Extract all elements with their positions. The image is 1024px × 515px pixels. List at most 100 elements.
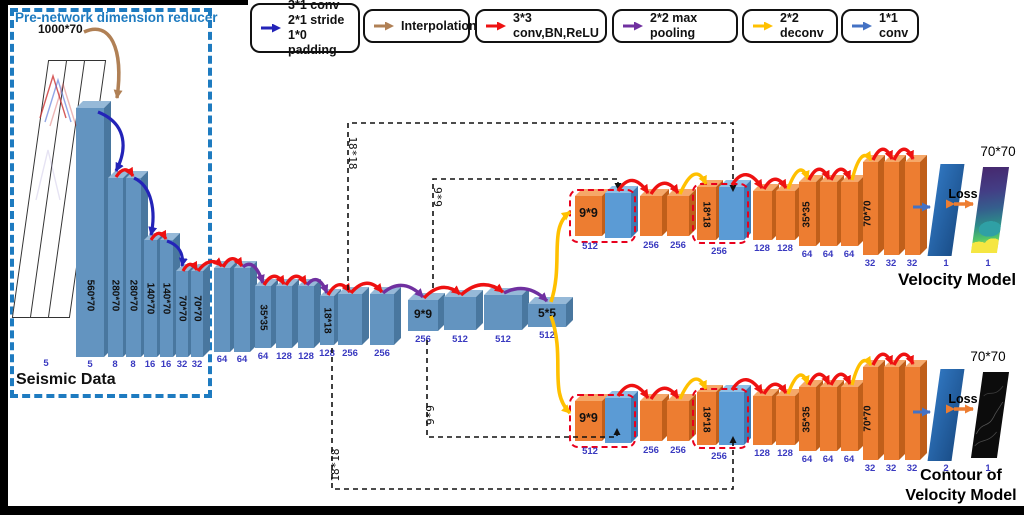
encoder-block-280x70	[126, 178, 141, 357]
dim-label: 35*35	[801, 406, 813, 433]
decoder-block-70x70	[905, 367, 920, 460]
encoder-block-18x18	[338, 294, 362, 345]
legend-line: 1*0 padding	[288, 28, 337, 57]
channels-label: 128	[298, 351, 314, 362]
dim-label: 280*70	[127, 279, 139, 312]
channels-label: 64	[801, 454, 813, 465]
dim-label: 560*70	[84, 279, 96, 312]
decoder-block-70x70	[863, 367, 878, 460]
encoder-block-18x18	[320, 296, 334, 345]
channels-label: 64	[843, 249, 855, 260]
channels-label: 8	[112, 359, 118, 370]
target-channels-label: 1	[985, 463, 991, 474]
decoder-block	[640, 196, 662, 236]
channels-label: 64	[236, 354, 248, 365]
encoder-block-140x70	[160, 240, 173, 357]
channels-label: 256	[670, 240, 686, 251]
deconv-arrow-icon	[753, 21, 773, 31]
channels-label: 256	[374, 348, 390, 359]
channels-label: 32	[864, 463, 876, 474]
channels-label: 32	[191, 359, 203, 370]
channels-label: 64	[822, 454, 834, 465]
legend-text: 3*1 conv 2*1 stride 1*0 padding	[288, 0, 349, 58]
channels-label: 64	[822, 249, 834, 260]
frame-bar-top	[8, 0, 248, 5]
channels-label: 64	[257, 351, 269, 362]
dim-label: 70*70	[191, 295, 203, 322]
channels-label: 16	[160, 359, 172, 370]
channels-label: 512	[582, 446, 598, 457]
decoder-block-35x35	[799, 182, 816, 246]
channels-label: 128	[777, 448, 793, 459]
channels-label: 128	[777, 243, 793, 254]
encoder-block-35x35	[276, 286, 292, 348]
channels-label: 256	[670, 445, 686, 456]
contour-lines	[974, 385, 1004, 447]
encoder-block-140x70	[144, 240, 157, 357]
channels-label: 32	[906, 258, 918, 269]
decoder-block	[753, 191, 772, 240]
channels-label: 128	[319, 348, 335, 359]
channels-label: 512	[539, 330, 555, 341]
channels-label: 128	[754, 448, 770, 459]
legend-item-conv11: 1*1 conv	[841, 9, 919, 43]
dim-label: 18*18	[321, 307, 333, 334]
output-feature-panel	[927, 369, 965, 461]
decoder-block-35x35	[841, 182, 858, 246]
legend-item-maxpool: 2*2 max pooling	[612, 9, 738, 43]
legend-line: 2*2 max pooling	[650, 11, 698, 40]
channels-label: 256	[643, 240, 659, 251]
dim-label: 70*70	[862, 405, 874, 432]
legend-line: 2*1 stride	[288, 13, 345, 27]
legend-item-stride-conv: 3*1 conv 2*1 stride 1*0 padding	[250, 0, 360, 57]
channels-label: 256	[342, 348, 358, 359]
encoder-block-70x70	[176, 271, 188, 357]
channels-label: 256	[711, 451, 727, 462]
loss-label: Loss	[948, 392, 978, 406]
encoder-block-70x70	[191, 271, 203, 357]
decoder-block-35x35	[820, 182, 837, 246]
channels-label: 64	[801, 249, 813, 260]
legend-item-conv33: 3*3 conv,BN,ReLU	[475, 9, 607, 43]
legend-line: Interpolation	[401, 18, 477, 33]
velocity-model-title: Velocity Model	[897, 270, 1017, 289]
channels-label: 32	[176, 359, 188, 370]
legend-line: 3*1 conv	[288, 0, 340, 12]
dim-label: 70*70	[862, 200, 874, 227]
skip-label-9x9-lower: 9*9	[424, 405, 437, 425]
legend-item-deconv: 2*2 deconv	[742, 9, 838, 43]
output-channels-label: 2	[943, 463, 949, 474]
skip-label-9x9-upper: 9*9	[431, 187, 444, 207]
output-channels-label: 1	[943, 258, 949, 269]
channels-label: 256	[711, 246, 727, 257]
channels-label: 32	[885, 258, 897, 269]
legend-item-interpolation: Interpolation	[363, 9, 477, 43]
dim-label: 9*9	[579, 411, 598, 425]
seismic-data-caption: Seismic Data	[16, 371, 116, 388]
channels-label: 64	[843, 454, 855, 465]
dim-label: 70*70	[176, 295, 188, 322]
encoder-block-9x9	[484, 295, 522, 330]
encoder-block-70x70	[214, 268, 230, 352]
conv11-arrow-icon	[852, 21, 872, 31]
encoder-block-35x35	[255, 286, 271, 348]
frame-bar-bottom	[0, 506, 1024, 515]
decoder-block-35x35	[820, 387, 837, 451]
target-channels-label: 1	[985, 258, 991, 269]
decoder-block	[753, 396, 772, 445]
decoder-block	[667, 196, 689, 236]
channels-label: 32	[864, 258, 876, 269]
dim-label: 280*70	[109, 279, 121, 312]
input-channels-label: 5	[43, 358, 49, 369]
decoder-block-35x35	[799, 387, 816, 451]
channels-label: 16	[144, 359, 156, 370]
loss-label: Loss	[948, 187, 978, 201]
dim-label: 5*5	[537, 306, 557, 320]
decoder-block-70x70	[863, 162, 878, 255]
decoder-block	[776, 191, 795, 240]
output-feature-panel	[927, 164, 965, 256]
contour-model-image	[970, 372, 1010, 458]
encoder-block-70x70	[234, 268, 250, 352]
legend-line: 1*1 conv	[879, 11, 909, 40]
decoder-block-35x35	[841, 387, 858, 451]
